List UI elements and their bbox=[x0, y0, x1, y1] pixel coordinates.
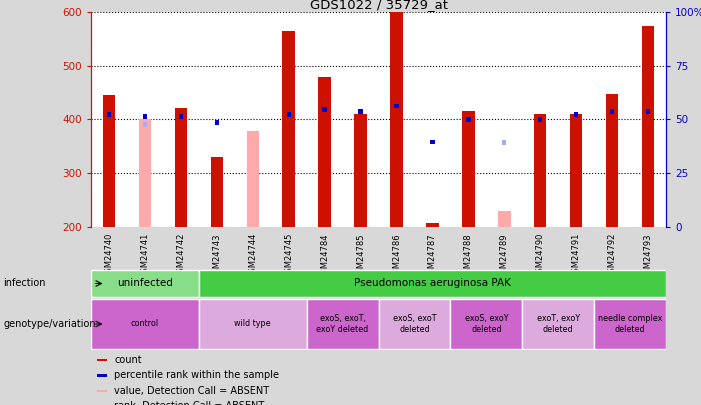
Bar bbox=[426, 223, 439, 227]
Text: infection: infection bbox=[4, 279, 46, 288]
Bar bbox=[318, 77, 331, 227]
Text: uninfected: uninfected bbox=[117, 279, 173, 288]
Bar bbox=[538, 117, 543, 122]
Bar bbox=[287, 112, 291, 117]
Bar bbox=[283, 31, 295, 227]
Bar bbox=[498, 211, 510, 227]
Bar bbox=[358, 109, 362, 114]
Bar bbox=[199, 299, 307, 349]
Bar bbox=[462, 111, 475, 227]
Text: needle complex
deleted: needle complex deleted bbox=[598, 314, 662, 334]
Bar bbox=[179, 114, 183, 119]
Bar bbox=[215, 120, 219, 125]
Bar bbox=[103, 95, 116, 227]
Bar bbox=[502, 140, 506, 145]
Bar bbox=[97, 359, 107, 361]
Bar bbox=[450, 299, 522, 349]
Text: count: count bbox=[114, 355, 142, 365]
Text: genotype/variation: genotype/variation bbox=[4, 319, 96, 329]
Bar bbox=[91, 271, 199, 296]
Bar bbox=[199, 271, 666, 296]
Bar bbox=[97, 374, 107, 377]
Bar bbox=[354, 114, 367, 227]
Bar bbox=[610, 109, 614, 114]
Bar bbox=[247, 131, 259, 227]
Bar bbox=[379, 299, 450, 349]
Bar bbox=[307, 299, 379, 349]
Bar bbox=[395, 104, 399, 109]
Bar bbox=[139, 119, 151, 227]
Bar bbox=[641, 26, 654, 227]
Bar bbox=[322, 107, 327, 112]
Bar bbox=[606, 94, 618, 227]
Bar bbox=[570, 114, 583, 227]
Text: exoS, exoT,
exoY deleted: exoS, exoT, exoY deleted bbox=[316, 314, 369, 334]
Text: exoS, exoT
deleted: exoS, exoT deleted bbox=[393, 314, 436, 334]
Bar bbox=[466, 117, 470, 122]
Bar bbox=[522, 299, 594, 349]
Bar bbox=[534, 114, 547, 227]
Bar bbox=[390, 12, 403, 227]
Bar bbox=[646, 109, 650, 114]
Text: control: control bbox=[131, 320, 159, 328]
Bar bbox=[143, 122, 147, 127]
Bar bbox=[574, 112, 578, 117]
Text: exoS, exoY
deleted: exoS, exoY deleted bbox=[465, 314, 508, 334]
Text: wild type: wild type bbox=[235, 320, 271, 328]
Bar bbox=[107, 112, 111, 117]
Text: percentile rank within the sample: percentile rank within the sample bbox=[114, 371, 279, 380]
Bar bbox=[91, 299, 199, 349]
Text: exoT, exoY
deleted: exoT, exoY deleted bbox=[536, 314, 580, 334]
Bar bbox=[97, 390, 107, 392]
Text: value, Detection Call = ABSENT: value, Detection Call = ABSENT bbox=[114, 386, 269, 396]
Bar bbox=[143, 114, 147, 119]
Text: Pseudomonas aeruginosa PAK: Pseudomonas aeruginosa PAK bbox=[354, 279, 511, 288]
Title: GDS1022 / 35729_at: GDS1022 / 35729_at bbox=[310, 0, 447, 11]
Bar bbox=[210, 157, 223, 227]
Bar bbox=[594, 299, 666, 349]
Bar bbox=[430, 140, 435, 145]
Text: rank, Detection Call = ABSENT: rank, Detection Call = ABSENT bbox=[114, 401, 264, 405]
Bar bbox=[175, 108, 187, 227]
